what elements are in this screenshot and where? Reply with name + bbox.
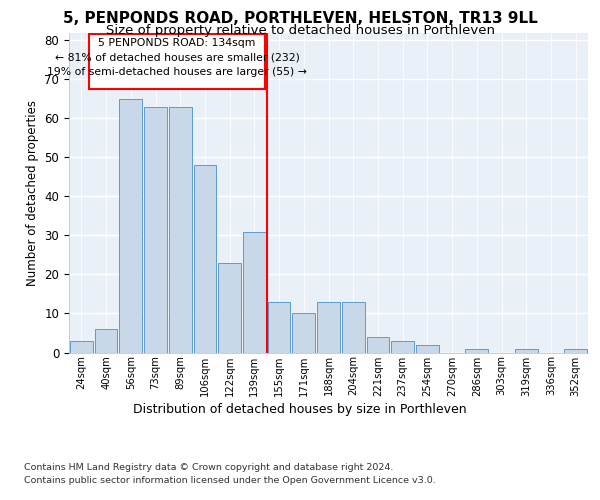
Text: 5, PENPONDS ROAD, PORTHLEVEN, HELSTON, TR13 9LL: 5, PENPONDS ROAD, PORTHLEVEN, HELSTON, T… [62,11,538,26]
Text: ← 81% of detached houses are smaller (232): ← 81% of detached houses are smaller (23… [55,53,299,63]
Text: 19% of semi-detached houses are larger (55) →: 19% of semi-detached houses are larger (… [47,67,307,77]
Bar [70,341,93,352]
FancyBboxPatch shape [89,34,265,89]
Bar [218,262,241,352]
Text: 5 PENPONDS ROAD: 134sqm: 5 PENPONDS ROAD: 134sqm [98,38,256,48]
Bar [144,106,167,352]
Text: Size of property relative to detached houses in Porthleven: Size of property relative to detached ho… [106,24,494,37]
Bar [391,341,414,352]
Bar [169,106,191,352]
Bar [367,337,389,352]
Text: Contains HM Land Registry data © Crown copyright and database right 2024.: Contains HM Land Registry data © Crown c… [24,462,394,471]
Bar [515,348,538,352]
Text: Contains public sector information licensed under the Open Government Licence v3: Contains public sector information licen… [24,476,436,485]
Bar [342,302,365,352]
Text: Distribution of detached houses by size in Porthleven: Distribution of detached houses by size … [133,402,467,415]
Y-axis label: Number of detached properties: Number of detached properties [26,100,39,286]
Bar [416,344,439,352]
Bar [119,99,142,352]
Bar [95,329,118,352]
Bar [268,302,290,352]
Bar [317,302,340,352]
Bar [564,348,587,352]
Bar [194,165,216,352]
Bar [243,232,266,352]
Bar [466,348,488,352]
Bar [292,314,315,352]
